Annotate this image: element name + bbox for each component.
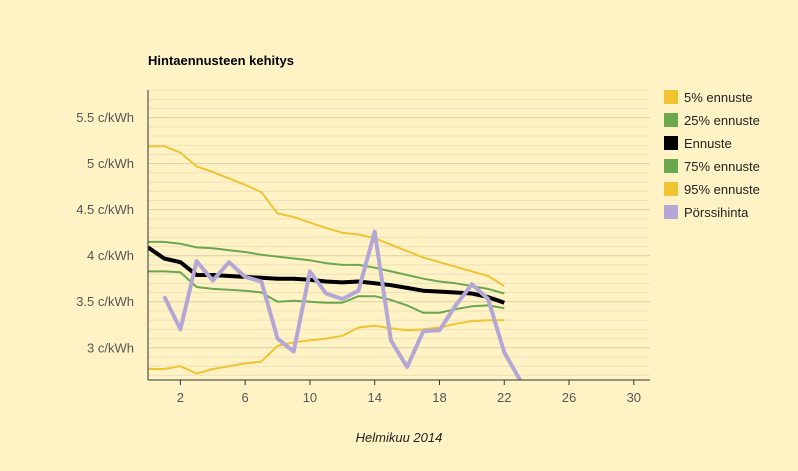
- y-tick-label: 4 c/kWh: [87, 248, 134, 263]
- legend-label: Pörssihinta: [684, 205, 749, 220]
- y-tick-label: 5.5 c/kWh: [76, 110, 134, 125]
- x-axis-tick-labels: 2 6 10 14 18 22 26 30: [177, 380, 641, 405]
- gridlines: [148, 89, 650, 376]
- legend-label: 75% ennuste: [684, 159, 760, 174]
- legend-label: Ennuste: [684, 136, 732, 151]
- x-tick-label: 10: [303, 390, 317, 405]
- y-tick-label: 3 c/kWh: [87, 340, 134, 355]
- x-tick-label: 6: [242, 390, 249, 405]
- x-tick-label: 26: [562, 390, 576, 405]
- y-tick-label: 5 c/kWh: [87, 156, 134, 171]
- x-tick-label: 2: [177, 390, 184, 405]
- legend-swatch: [664, 182, 678, 196]
- x-axis-label: Helmikuu 2014: [356, 430, 443, 445]
- legend-swatch: [664, 136, 678, 150]
- x-tick-label: 30: [627, 390, 641, 405]
- legend-label: 95% ennuste: [684, 182, 760, 197]
- x-tick-label: 22: [497, 390, 511, 405]
- legend-label: 5% ennuste: [684, 90, 753, 105]
- y-tick-label: 4.5 c/kWh: [76, 202, 134, 217]
- x-tick-label: 14: [367, 390, 381, 405]
- x-tick-label: 18: [432, 390, 446, 405]
- series-line-4: [148, 240, 505, 295]
- legend-swatch: [664, 159, 678, 173]
- legend-swatch: [664, 90, 678, 104]
- series-line-6: [162, 229, 523, 380]
- series-line-5: [148, 145, 505, 287]
- legend: 5% ennuste 25% ennuste Ennuste 75% ennuste 9…: [664, 90, 760, 220]
- series-lines: [148, 145, 523, 380]
- plot-area-background: [148, 90, 650, 380]
- chart-title: Hintaennusteen kehitys: [148, 53, 294, 68]
- y-axis-tick-labels: 3 c/kWh 3.5 c/kWh 4 c/kWh 4.5 c/kWh 5 c/kWh 5…: [76, 110, 134, 355]
- series-line-2: [148, 270, 505, 314]
- legend-swatch: [664, 205, 678, 219]
- legend-swatch: [664, 113, 678, 127]
- legend-label: 25% ennuste: [684, 113, 760, 128]
- y-tick-label: 3.5 c/kWh: [76, 294, 134, 309]
- series-line-1: [148, 319, 505, 375]
